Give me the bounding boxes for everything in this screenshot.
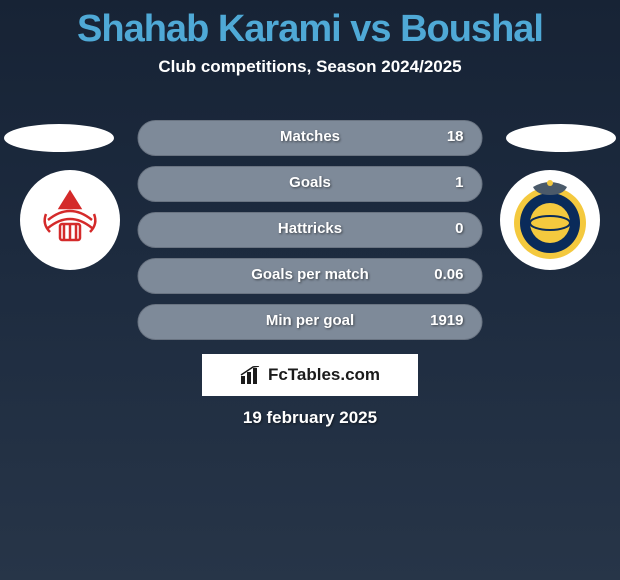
stat-label: Matches	[280, 128, 340, 145]
stat-row: Min per goal 1919	[138, 304, 483, 340]
club-right-logo	[505, 175, 595, 265]
stat-value-right: 1	[455, 174, 463, 191]
stat-row: Goals per match 0.06	[138, 258, 483, 294]
brand-label: FcTables.com	[268, 365, 380, 385]
footer-date: 19 february 2025	[0, 408, 620, 428]
stat-row: Matches 18	[138, 120, 483, 156]
brand-footer: FcTables.com	[202, 354, 418, 396]
club-left-logo	[30, 180, 110, 260]
stat-value-right: 0.06	[434, 266, 463, 283]
page-title: Shahab Karami vs Boushal	[0, 0, 620, 51]
stat-value-right: 1919	[430, 312, 463, 329]
comparison-card: Shahab Karami vs Boushal Club competitio…	[0, 0, 620, 580]
stat-row: Goals 1	[138, 166, 483, 202]
stat-label: Min per goal	[266, 312, 354, 329]
player-right-placeholder	[506, 124, 616, 152]
stat-row: Hattricks 0	[138, 212, 483, 248]
stat-value-right: 18	[447, 128, 464, 145]
player-left-placeholder	[4, 124, 114, 152]
stat-value-right: 0	[455, 220, 463, 237]
stat-label: Hattricks	[278, 220, 342, 237]
stat-label: Goals	[289, 174, 331, 191]
club-right-badge	[500, 170, 600, 270]
bars-icon	[240, 366, 262, 384]
page-subtitle: Club competitions, Season 2024/2025	[0, 57, 620, 77]
stat-label: Goals per match	[251, 266, 369, 283]
stats-list: Matches 18 Goals 1 Hattricks 0 Goals per…	[138, 120, 483, 350]
club-left-badge	[20, 170, 120, 270]
